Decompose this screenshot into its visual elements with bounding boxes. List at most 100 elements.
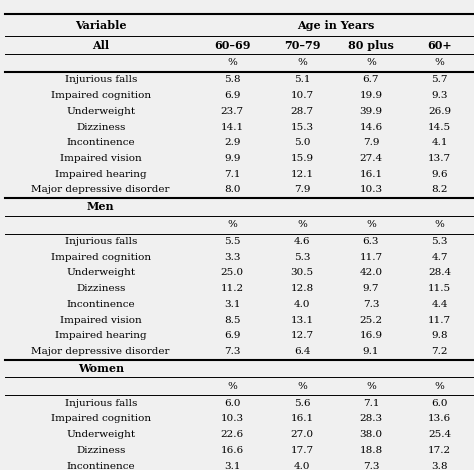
Text: 5.3: 5.3	[431, 237, 448, 246]
Text: Impaired cognition: Impaired cognition	[51, 253, 151, 262]
Text: 7.3: 7.3	[363, 462, 379, 470]
Text: 11.5: 11.5	[428, 284, 451, 293]
Text: %: %	[435, 220, 445, 229]
Text: Dizziness: Dizziness	[76, 284, 126, 293]
Text: 2.9: 2.9	[224, 138, 240, 147]
Text: Major depressive disorder: Major depressive disorder	[31, 186, 170, 195]
Text: 6.7: 6.7	[363, 75, 379, 84]
Text: 9.8: 9.8	[431, 331, 448, 340]
Text: 13.1: 13.1	[291, 316, 314, 325]
Text: 26.9: 26.9	[428, 107, 451, 116]
Text: 6.0: 6.0	[224, 399, 240, 407]
Text: 17.2: 17.2	[428, 446, 451, 455]
Text: 70–79: 70–79	[284, 39, 320, 51]
Text: 23.7: 23.7	[221, 107, 244, 116]
Text: 10.7: 10.7	[291, 91, 314, 100]
Text: 9.1: 9.1	[363, 347, 379, 356]
Text: Impaired hearing: Impaired hearing	[55, 331, 146, 340]
Text: 4.6: 4.6	[294, 237, 310, 246]
Text: 9.3: 9.3	[431, 91, 448, 100]
Text: 3.1: 3.1	[224, 300, 240, 309]
Text: Impaired cognition: Impaired cognition	[51, 91, 151, 100]
Text: 11.2: 11.2	[221, 284, 244, 293]
Text: Incontinence: Incontinence	[66, 462, 135, 470]
Text: 8.5: 8.5	[224, 316, 240, 325]
Text: Underweight: Underweight	[66, 107, 135, 116]
Text: 9.9: 9.9	[224, 154, 240, 163]
Text: 11.7: 11.7	[428, 316, 451, 325]
Text: 25.4: 25.4	[428, 430, 451, 439]
Text: 5.6: 5.6	[294, 399, 310, 407]
Text: Underweight: Underweight	[66, 268, 135, 277]
Text: 9.6: 9.6	[431, 170, 448, 179]
Text: %: %	[435, 382, 445, 391]
Text: 12.7: 12.7	[291, 331, 314, 340]
Text: 14.5: 14.5	[428, 123, 451, 132]
Text: 8.2: 8.2	[431, 186, 448, 195]
Text: 7.1: 7.1	[363, 399, 379, 407]
Text: %: %	[366, 220, 376, 229]
Text: 8.0: 8.0	[224, 186, 240, 195]
Text: %: %	[228, 382, 237, 391]
Text: 4.0: 4.0	[294, 300, 310, 309]
Text: Variable: Variable	[75, 20, 127, 31]
Text: 4.7: 4.7	[431, 253, 448, 262]
Text: %: %	[366, 58, 376, 68]
Text: 4.4: 4.4	[431, 300, 448, 309]
Text: 17.7: 17.7	[291, 446, 314, 455]
Text: Major depressive disorder: Major depressive disorder	[31, 347, 170, 356]
Text: 9.7: 9.7	[363, 284, 379, 293]
Text: Injurious falls: Injurious falls	[64, 237, 137, 246]
Text: 5.1: 5.1	[294, 75, 310, 84]
Text: 3.8: 3.8	[431, 462, 448, 470]
Text: 7.1: 7.1	[224, 170, 240, 179]
Text: 27.4: 27.4	[359, 154, 383, 163]
Text: 7.9: 7.9	[363, 138, 379, 147]
Text: Injurious falls: Injurious falls	[64, 399, 137, 407]
Text: 15.9: 15.9	[291, 154, 314, 163]
Text: 27.0: 27.0	[291, 430, 314, 439]
Text: 60+: 60+	[428, 39, 452, 51]
Text: 6.3: 6.3	[363, 237, 379, 246]
Text: Impaired vision: Impaired vision	[60, 316, 142, 325]
Text: 13.7: 13.7	[428, 154, 451, 163]
Text: 28.3: 28.3	[359, 415, 383, 423]
Text: 6.0: 6.0	[431, 399, 448, 407]
Text: 7.3: 7.3	[363, 300, 379, 309]
Text: Underweight: Underweight	[66, 430, 135, 439]
Text: %: %	[228, 220, 237, 229]
Text: 18.8: 18.8	[359, 446, 383, 455]
Text: 4.0: 4.0	[294, 462, 310, 470]
Text: Dizziness: Dizziness	[76, 123, 126, 132]
Text: 28.4: 28.4	[428, 268, 451, 277]
Text: 3.3: 3.3	[224, 253, 240, 262]
Text: %: %	[297, 58, 307, 68]
Text: 5.7: 5.7	[431, 75, 448, 84]
Text: 19.9: 19.9	[359, 91, 383, 100]
Text: 4.1: 4.1	[431, 138, 448, 147]
Text: 11.7: 11.7	[359, 253, 383, 262]
Text: %: %	[297, 220, 307, 229]
Text: 16.1: 16.1	[359, 170, 383, 179]
Text: 6.9: 6.9	[224, 91, 240, 100]
Text: 22.6: 22.6	[221, 430, 244, 439]
Text: %: %	[228, 58, 237, 68]
Text: Incontinence: Incontinence	[66, 300, 135, 309]
Text: 10.3: 10.3	[359, 186, 383, 195]
Text: 14.1: 14.1	[221, 123, 244, 132]
Text: Injurious falls: Injurious falls	[64, 75, 137, 84]
Text: 60–69: 60–69	[214, 39, 251, 51]
Text: 13.6: 13.6	[428, 415, 451, 423]
Text: 16.1: 16.1	[291, 415, 314, 423]
Text: 7.9: 7.9	[294, 186, 310, 195]
Text: 16.9: 16.9	[359, 331, 383, 340]
Text: %: %	[366, 382, 376, 391]
Text: 6.9: 6.9	[224, 331, 240, 340]
Text: 5.5: 5.5	[224, 237, 240, 246]
Text: 42.0: 42.0	[359, 268, 383, 277]
Text: 38.0: 38.0	[359, 430, 383, 439]
Text: 15.3: 15.3	[291, 123, 314, 132]
Text: Impaired vision: Impaired vision	[60, 154, 142, 163]
Text: Impaired cognition: Impaired cognition	[51, 415, 151, 423]
Text: 80 plus: 80 plus	[348, 39, 394, 51]
